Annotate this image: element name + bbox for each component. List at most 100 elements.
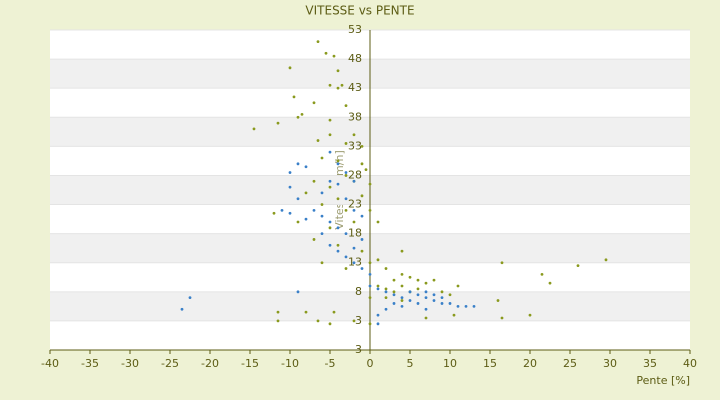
point [344,267,348,270]
point [352,179,356,183]
point [548,281,552,285]
point [336,86,340,90]
point [440,296,444,300]
point [276,121,280,125]
y-tick-label: 53 [348,23,362,36]
point [336,226,340,230]
point [296,220,300,224]
point [336,197,340,201]
x-tick-label: -20 [201,357,219,370]
point [328,133,332,137]
point [312,208,316,212]
x-tick-label: 30 [603,357,617,370]
point [360,238,364,241]
x-tick-label: 20 [523,357,537,370]
point [360,214,364,218]
point [344,232,348,236]
point [344,255,348,259]
point [344,197,348,201]
point [312,238,316,241]
point [400,284,404,288]
point [328,118,332,122]
point [320,156,324,160]
y-tick-label: 33 [348,139,362,152]
x-tick-label: -5 [325,357,336,370]
point [344,142,348,145]
point [320,203,324,206]
point [336,162,340,166]
y-tick-label: 48 [348,52,362,65]
x-tick-label: 15 [483,357,497,370]
point [376,284,380,288]
point [344,171,348,174]
point [328,220,332,224]
point [276,310,280,314]
point [368,296,372,300]
point [500,316,504,320]
x-tick-label: -25 [161,357,179,370]
point [296,115,300,119]
point [408,275,412,279]
point [288,171,292,174]
point [336,249,340,253]
point [384,290,388,294]
point [332,310,336,314]
point [400,272,404,276]
point [288,66,292,70]
point [360,194,364,198]
point [424,296,428,300]
x-tick-label: -10 [281,357,299,370]
point [352,261,356,265]
point [416,293,420,297]
y-tick-label: 8 [355,285,362,298]
point [368,322,372,326]
point [336,159,340,163]
point [292,95,296,99]
y-tick-label: 38 [348,110,362,123]
point [300,112,304,116]
point [352,220,356,224]
point [336,182,340,186]
chart-title: VITESSE vs PENTE [305,4,414,18]
point [384,307,388,311]
point [400,249,404,253]
point [576,264,580,268]
point [296,197,300,201]
x-axis-label: Pente [%] [636,374,690,387]
point [456,284,460,288]
point [324,51,328,55]
point [416,278,420,282]
point [528,313,532,317]
point [336,243,340,247]
point [376,313,380,317]
point [320,232,324,236]
point [328,322,332,326]
point [368,182,372,186]
point [408,290,412,294]
point [336,69,340,73]
y-tick-label: 43 [348,81,362,94]
point [432,299,436,302]
point [368,208,372,212]
point [360,267,364,270]
point [472,304,476,308]
point [352,133,356,137]
point [328,150,332,154]
point [364,168,368,172]
point [352,319,356,323]
point [452,313,456,317]
point [312,101,316,105]
x-tick-label: 35 [643,357,657,370]
point [352,208,356,212]
point [316,319,320,323]
point [288,211,292,215]
point [456,304,460,308]
point [320,191,324,195]
point [448,302,452,305]
point [496,299,500,302]
point [392,302,396,305]
point [252,127,256,131]
point [276,319,280,323]
point [500,261,504,265]
point [344,104,348,108]
